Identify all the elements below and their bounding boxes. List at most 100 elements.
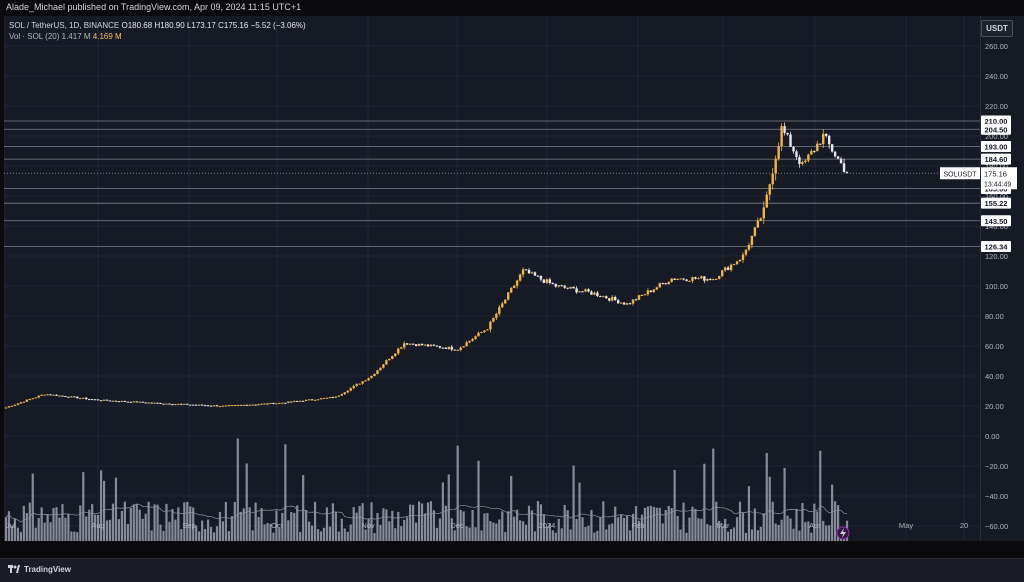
volume-bar xyxy=(438,518,441,541)
volume-bar xyxy=(771,501,774,541)
candle-body xyxy=(385,360,388,365)
price-axis[interactable]: 260.00 240.00 220.00 200.00 180.00 160.00 140.… xyxy=(980,16,1024,541)
volume-bar xyxy=(524,524,528,541)
candle-body xyxy=(438,346,442,348)
volume-bar xyxy=(79,505,82,541)
candle-body xyxy=(403,343,406,348)
volume-bar xyxy=(667,505,670,541)
volume-bar xyxy=(388,521,391,541)
candle-body xyxy=(833,151,837,157)
candle-body xyxy=(456,349,459,351)
volume-bar xyxy=(756,530,759,541)
volume-bar xyxy=(605,529,608,541)
candle-body xyxy=(483,330,486,333)
volume-bar xyxy=(593,532,596,541)
level-price-tag: 204.50 xyxy=(981,123,1011,135)
chart-svg[interactable]: SOLUSDT Jul Aug Sep Oct Nov Dec 2024 Feb Mar Apr Ma… xyxy=(4,16,980,541)
candle-body xyxy=(221,405,225,407)
x-axis-label: Apr xyxy=(809,521,821,530)
candle-body xyxy=(498,307,501,314)
volume-bar xyxy=(97,514,100,541)
volume-bar xyxy=(750,529,754,541)
candle-body xyxy=(616,300,620,304)
volume-bar xyxy=(218,511,222,541)
x-axis-label: Feb xyxy=(632,521,645,530)
volume-bar xyxy=(34,527,37,541)
level-price-tag: 155.22 xyxy=(981,197,1011,209)
candle-body xyxy=(340,394,344,396)
candle-body xyxy=(783,126,786,133)
volume-bar xyxy=(165,503,168,541)
candle-body xyxy=(417,343,421,346)
candle-body xyxy=(786,132,789,135)
volume-bar xyxy=(129,507,132,541)
candle-body xyxy=(46,394,49,396)
volume-bar xyxy=(507,511,510,541)
currency-button[interactable]: USDT xyxy=(981,20,1013,37)
level-tag-label: 204.50 xyxy=(985,125,1008,134)
candle-body xyxy=(822,133,825,145)
candle-body xyxy=(468,340,471,343)
y-axis-label: −60.00 xyxy=(985,522,1008,531)
volume-bar xyxy=(64,517,67,541)
volume-bar xyxy=(620,514,623,541)
volume-bar xyxy=(76,532,79,541)
volume-bar xyxy=(569,529,572,541)
volume-bar xyxy=(762,513,765,541)
candle-body xyxy=(126,401,130,403)
candle-body xyxy=(640,295,644,297)
y-axis-label: 220.00 xyxy=(985,102,1008,111)
volume-bar xyxy=(305,510,308,541)
volume-bar xyxy=(617,517,620,541)
candle-body xyxy=(801,162,804,164)
volume-bar xyxy=(132,504,135,541)
candle-body xyxy=(444,347,448,349)
symbol-tag-label: SOLUSDT xyxy=(943,171,977,178)
volume-bar xyxy=(102,480,106,541)
price-plot-area[interactable]: SOLUSDT Jul Aug Sep Oct Nov Dec 2024 Feb Mar Apr Ma… xyxy=(4,16,980,541)
volume-bar xyxy=(504,532,507,541)
candle-body xyxy=(720,270,724,277)
candle-body xyxy=(462,346,465,348)
candle-body xyxy=(281,402,284,404)
candle-body xyxy=(759,218,763,221)
level-price-tag: 143.50 xyxy=(981,215,1011,227)
volume-bar xyxy=(510,475,513,541)
volume-bar xyxy=(67,514,70,541)
volume-bar xyxy=(765,452,768,541)
candle-body xyxy=(233,404,237,406)
candle-body xyxy=(658,283,661,288)
candle-body xyxy=(304,399,308,401)
volume-bar xyxy=(471,509,474,541)
volume-bar xyxy=(417,501,421,541)
volume-bar xyxy=(204,528,207,541)
candle-body xyxy=(138,401,141,403)
volume-bar xyxy=(242,508,245,541)
volume-bar xyxy=(296,505,299,541)
volume-bar xyxy=(114,477,118,541)
candle-body xyxy=(810,151,813,155)
candle-body xyxy=(293,400,296,402)
candle-body xyxy=(343,392,346,395)
last-price-countdown: 13:44:49 xyxy=(984,181,1011,188)
candle-body xyxy=(715,278,718,280)
volume-bar xyxy=(652,506,655,541)
candle-body xyxy=(744,249,748,255)
candle-body xyxy=(447,346,450,349)
price-axis-svg: 260.00 240.00 220.00 200.00 180.00 160.00 140.… xyxy=(981,42,1017,531)
candle-body xyxy=(76,396,79,399)
candle-body xyxy=(557,285,560,287)
volume-bar xyxy=(828,525,831,541)
volume-bar xyxy=(99,470,103,541)
volume-bar xyxy=(759,526,762,541)
volume-bar xyxy=(631,513,635,541)
x-axis-label: Aug xyxy=(91,521,104,530)
level-tag-label: 193.00 xyxy=(985,143,1008,152)
candle-body xyxy=(364,380,367,382)
volume-bar xyxy=(91,504,94,541)
volume-bar xyxy=(542,514,545,541)
volume-bar xyxy=(331,503,334,541)
candle-body xyxy=(533,272,537,276)
candle-body xyxy=(141,401,144,403)
volume-bar xyxy=(584,526,587,541)
